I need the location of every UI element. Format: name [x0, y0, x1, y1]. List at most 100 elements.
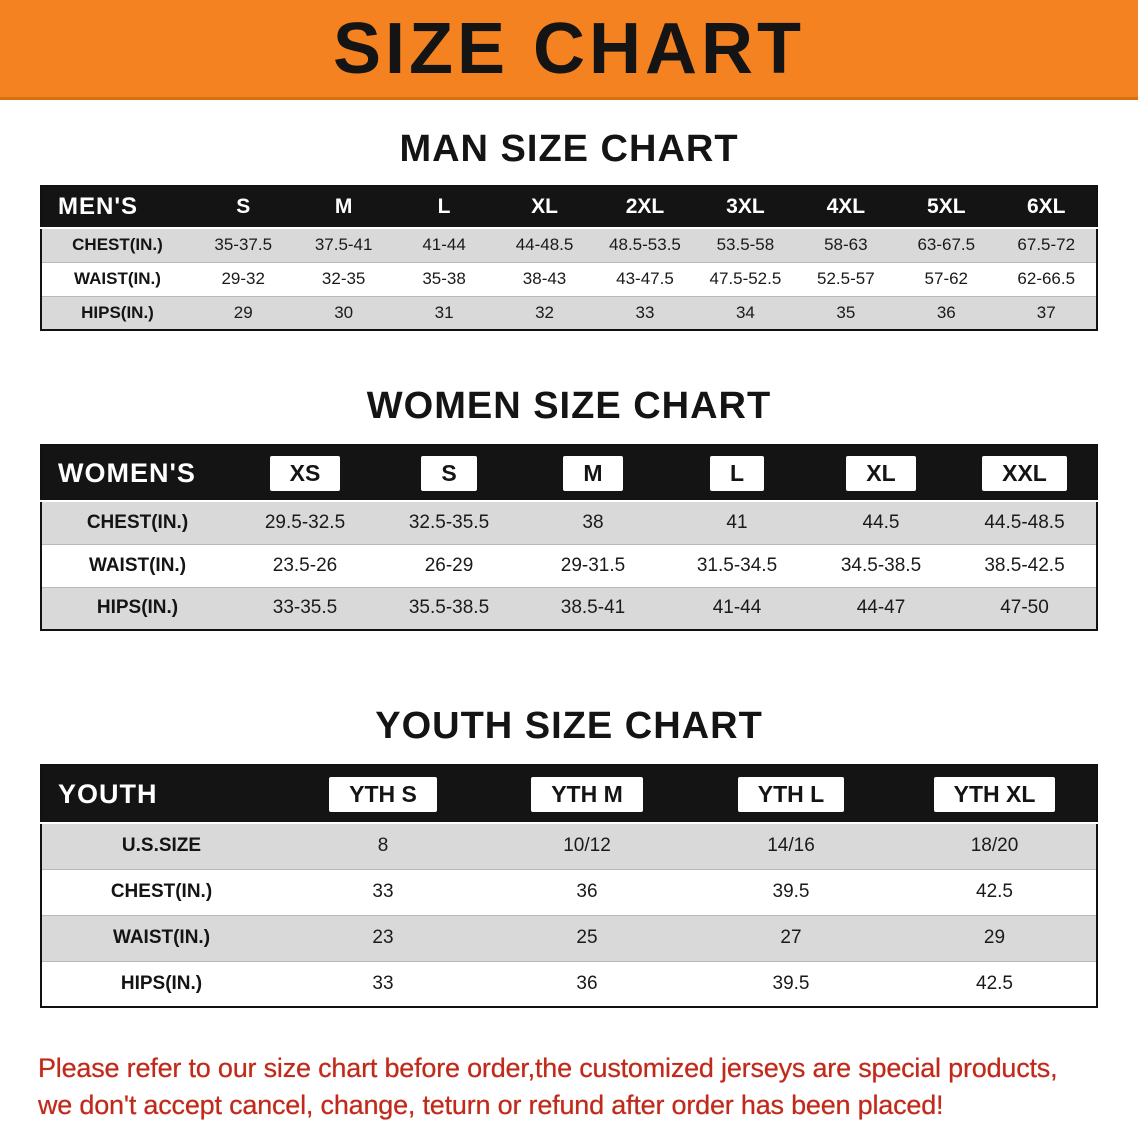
men-table-row-0: CHEST(IN.) 35-37.5 37.5-41 41-44 44-48.5 48.5…: [41, 228, 1097, 262]
men-cell: 38-43: [522, 269, 567, 288]
women-cell: 29.5-32.5: [264, 511, 346, 533]
women-cell: 38.5-41: [560, 597, 626, 619]
men-cell: 36: [936, 302, 956, 322]
youth-table-row-0: U.S.SIZE 8 10/12 14/16 18/20: [41, 823, 1097, 869]
women-cell: 23.5-26: [272, 554, 338, 576]
men-size-chart-heading: MAN SIZE CHART: [399, 128, 739, 170]
youth-size-label: YTH L: [737, 776, 845, 812]
men-cell: 57-62: [924, 269, 969, 288]
men-cell: 37: [1036, 302, 1056, 322]
men-size-label: M: [334, 195, 353, 218]
youth-cell: 39.5: [772, 881, 810, 902]
men-cell: 62-66.5: [1017, 269, 1076, 288]
youth-cell: 10/12: [563, 835, 611, 857]
men-cell: 30: [334, 302, 354, 322]
women-size-table: WOMEN'S XS S M L XL XXL CHEST(IN.) 29.5-32.5 32.5…: [40, 444, 1098, 631]
men-size-label: S: [236, 195, 251, 218]
women-cell: 41-44: [712, 597, 762, 619]
youth-cell: 42.5: [976, 972, 1013, 994]
men-header-cell: 4XL: [795, 186, 897, 228]
men-header-cell: 2XL: [594, 186, 696, 228]
women-row-label: HIPS(IN.): [96, 597, 179, 619]
men-size-label: 2XL: [625, 195, 665, 218]
women-header-cell: L: [665, 445, 809, 501]
disclaimer-line-2: we don't accept cancel, change, teturn o…: [38, 1090, 944, 1121]
women-cell: 26-29: [424, 554, 474, 576]
youth-header-cell: YTH XL: [893, 765, 1097, 823]
disclaimer-line-1: Please refer to our size chart before or…: [38, 1053, 1058, 1083]
men-cell: 35-38: [422, 269, 466, 288]
women-size-label: XS: [269, 455, 341, 491]
women-size-label: XL: [846, 455, 916, 491]
women-cell: 44-47: [856, 597, 906, 619]
men-size-table: MEN'S S M L XL 2XL 3XL 4XL 5XL 6XL CHEST(IN.) 35-37…: [40, 185, 1098, 331]
women-table: WOMEN'S XS S M L XL XXL CHEST(IN.) 29.5-32.5 32.5…: [40, 444, 1098, 631]
men-cell: 41-44: [422, 235, 466, 255]
women-cell: 41: [726, 511, 748, 533]
women-cell: 44.5-48.5: [984, 511, 1065, 533]
youth-header-cell: YOUTH: [41, 765, 281, 823]
youth-cell: 39.5: [772, 972, 810, 994]
youth-cell: 36: [576, 881, 598, 902]
women-size-label: S: [421, 455, 477, 491]
men-row-label: CHEST(IN.): [72, 235, 163, 255]
youth-table-row-3: HIPS(IN.) 33 36 39.5 42.5: [41, 961, 1097, 1007]
men-cell: 34: [735, 302, 755, 322]
youth-table-row-1: CHEST(IN.) 33 36 39.5 42.5: [41, 869, 1097, 915]
men-row-label: HIPS(IN.): [81, 302, 154, 322]
men-cell: 32-35: [321, 269, 366, 288]
youth-header-cell: YTH L: [689, 765, 893, 823]
youth-row-label: CHEST(IN.): [110, 881, 213, 902]
women-table-row-2: HIPS(IN.) 33-35.5 35.5-38.5 38.5-41 41-44 44-…: [41, 587, 1097, 630]
men-cell: 43-47.5: [616, 269, 674, 288]
women-cell: 31.5-34.5: [696, 554, 778, 576]
men-cell: 29-32: [221, 269, 265, 288]
youth-size-table: YOUTH YTH S YTH M YTH L YTH XL U.S.SIZE 8 10/12…: [40, 764, 1098, 1008]
men-cell: 44-48.5: [515, 235, 574, 255]
youth-cell: 8: [377, 835, 389, 857]
women-table-row-0: CHEST(IN.) 29.5-32.5 32.5-35.5 38 41 44.5 44.5…: [41, 501, 1097, 544]
women-cell: 35.5-38.5: [408, 597, 490, 619]
men-table: MEN'S S M L XL 2XL 3XL 4XL 5XL 6XL CHEST(IN.) 35-37…: [40, 185, 1098, 331]
women-header-row: WOMEN'S XS S M L XL XXL: [41, 445, 1097, 501]
disclaimer: Please refer to our size chart before or…: [0, 1050, 1138, 1125]
women-cell: 34.5-38.5: [840, 554, 922, 576]
men-header-cell: L: [393, 186, 495, 228]
men-cell: 29: [233, 302, 253, 322]
men-cell: 32: [535, 302, 554, 322]
women-header-cell: WOMEN'S: [41, 445, 233, 501]
men-header-cell: 3XL: [695, 186, 796, 228]
men-row-label: WAIST(IN.): [74, 269, 161, 288]
men-cell: 37.5-41: [314, 235, 373, 255]
men-table-row-1: WAIST(IN.) 29-32 32-35 35-38 38-43 43-47.5 47.…: [41, 262, 1097, 296]
women-header-cell: XL: [809, 445, 953, 501]
women-cell: 29-31.5: [560, 554, 626, 576]
youth-row-label: U.S.SIZE: [121, 835, 202, 857]
men-header-cell: S: [193, 186, 294, 228]
men-cell: 47.5-52.5: [709, 269, 782, 288]
women-size-chart-heading: WOMEN SIZE CHART: [366, 385, 772, 427]
youth-size-label: YTH XL: [933, 776, 1056, 812]
youth-cell: 33: [372, 972, 394, 994]
women-cell: 44.5: [862, 511, 900, 533]
men-size-label: 3XL: [726, 195, 765, 218]
men-header-cell: MEN'S: [41, 186, 193, 228]
women-size-label: XXL: [982, 455, 1067, 491]
men-size-label: 4XL: [826, 195, 866, 218]
men-header-cell: M: [293, 186, 394, 228]
youth-cell: 25: [576, 927, 598, 948]
women-size-label: L: [709, 455, 765, 491]
men-header-cell: 6XL: [996, 186, 1097, 228]
youth-table-row-2: WAIST(IN.) 23 25 27 29: [41, 915, 1097, 961]
youth-header-cell: YTH M: [485, 765, 689, 823]
men-size-label: 5XL: [927, 195, 966, 218]
youth-header-row: YOUTH YTH S YTH M YTH L YTH XL: [41, 765, 1097, 823]
men-table-row-2: HIPS(IN.) 29 30 31 32 33 34 35 36 37: [41, 296, 1097, 330]
women-row-label: CHEST(IN.): [86, 511, 189, 533]
women-header-cell: XS: [233, 445, 377, 501]
men-cell: 53.5-58: [716, 235, 775, 255]
men-cell: 67.5-72: [1017, 235, 1076, 255]
men-cell: 31: [434, 302, 454, 322]
women-cell: 32.5-35.5: [408, 511, 490, 533]
